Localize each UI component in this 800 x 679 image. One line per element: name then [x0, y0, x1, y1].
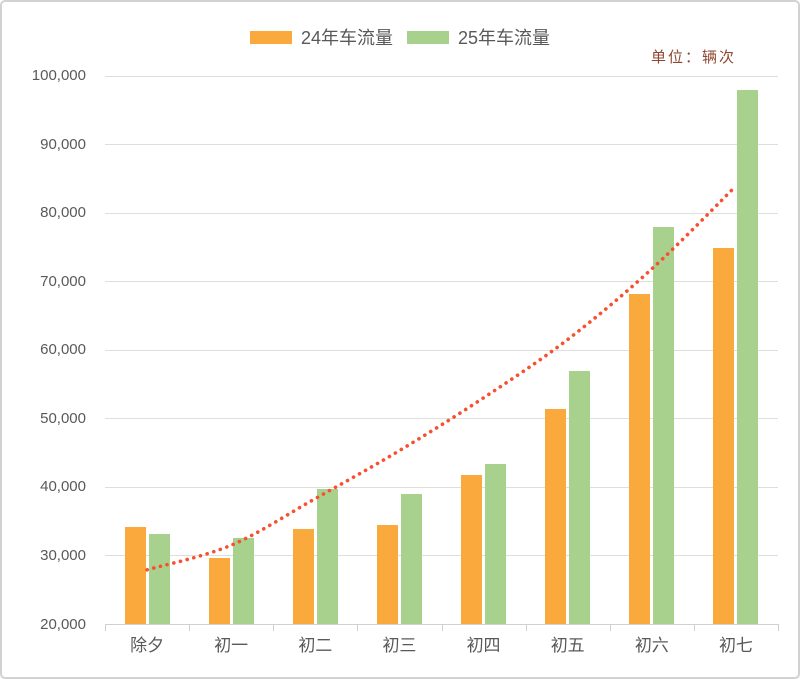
x-axis-tick: [105, 624, 106, 631]
bar-24年车流量-初六: [629, 293, 651, 624]
bar-25年车流量-初一: [232, 538, 254, 624]
bar-24年车流量-初二: [292, 529, 314, 624]
x-tick-label-4: 初三: [382, 636, 417, 655]
legend: 24年车流量 25年车流量: [2, 24, 798, 50]
bar-24年车流量-初五: [545, 409, 567, 624]
bar-24年车流量-初七: [713, 247, 735, 624]
bar-24年车流量-除夕: [124, 527, 146, 624]
bar-25年车流量-初四: [485, 464, 507, 624]
y-tick-label: 20,000: [40, 615, 86, 633]
x-tick-label-1: 除夕: [130, 636, 165, 655]
legend-item-24: 24年车流量: [249, 24, 393, 50]
gridline-70,000: [105, 281, 778, 283]
x-axis-tick: [273, 624, 275, 631]
x-tick-label-2: 初一: [214, 636, 249, 655]
y-tick-label: 80,000: [40, 204, 86, 222]
legend-label-25: 25年车流量: [458, 28, 551, 48]
legend-label-24: 24年车流量: [300, 28, 393, 48]
legend-swatch-24: [249, 30, 292, 44]
bar-25年车流量-初五: [569, 371, 591, 624]
gridline-80,000: [105, 212, 778, 214]
x-axis-tick: [525, 624, 527, 631]
y-tick-label: 100,000: [31, 67, 86, 85]
bar-25年车流量-除夕: [148, 533, 170, 624]
y-tick-label: 90,000: [40, 135, 86, 153]
x-tick-label-5: 初四: [466, 636, 501, 655]
x-axis-tick: [693, 624, 695, 631]
bar-24年车流量-初三: [376, 525, 398, 624]
gridline-90,000: [105, 144, 778, 146]
y-tick-label: 30,000: [40, 546, 86, 564]
legend-swatch-25: [407, 30, 449, 44]
bar-25年车流量-初三: [400, 494, 422, 624]
x-axis-tick: [441, 624, 443, 631]
gridline-40,000: [105, 486, 778, 488]
x-tick-label-3: 初二: [298, 636, 333, 655]
unit-label: 单位：辆次: [650, 50, 736, 66]
x-axis-tick: [189, 624, 191, 631]
x-axis-tick: [609, 624, 611, 631]
gridline-100,000: [105, 75, 778, 77]
bar-24年车流量-初一: [208, 557, 230, 624]
x-tick-label-8: 初七: [718, 636, 753, 655]
bar-25年车流量-初二: [316, 488, 338, 624]
gridline-50,000: [105, 418, 778, 420]
y-tick-label: 40,000: [40, 478, 86, 496]
bar-25年车流量-初六: [653, 227, 675, 624]
x-tick-label-7: 初六: [634, 636, 669, 655]
x-axis-tick: [778, 624, 779, 631]
bar-24年车流量-初四: [461, 474, 483, 624]
bar-25年车流量-初七: [737, 89, 759, 624]
x-axis-tick: [357, 624, 359, 631]
y-tick-label: 60,000: [40, 341, 86, 359]
y-tick-label: 50,000: [40, 409, 86, 427]
y-tick-label: 70,000: [40, 272, 86, 290]
gridline-60,000: [105, 349, 778, 351]
x-tick-label-6: 初五: [550, 636, 585, 655]
gridline-30,000: [105, 555, 778, 557]
legend-item-25: 25年车流量: [407, 24, 550, 50]
